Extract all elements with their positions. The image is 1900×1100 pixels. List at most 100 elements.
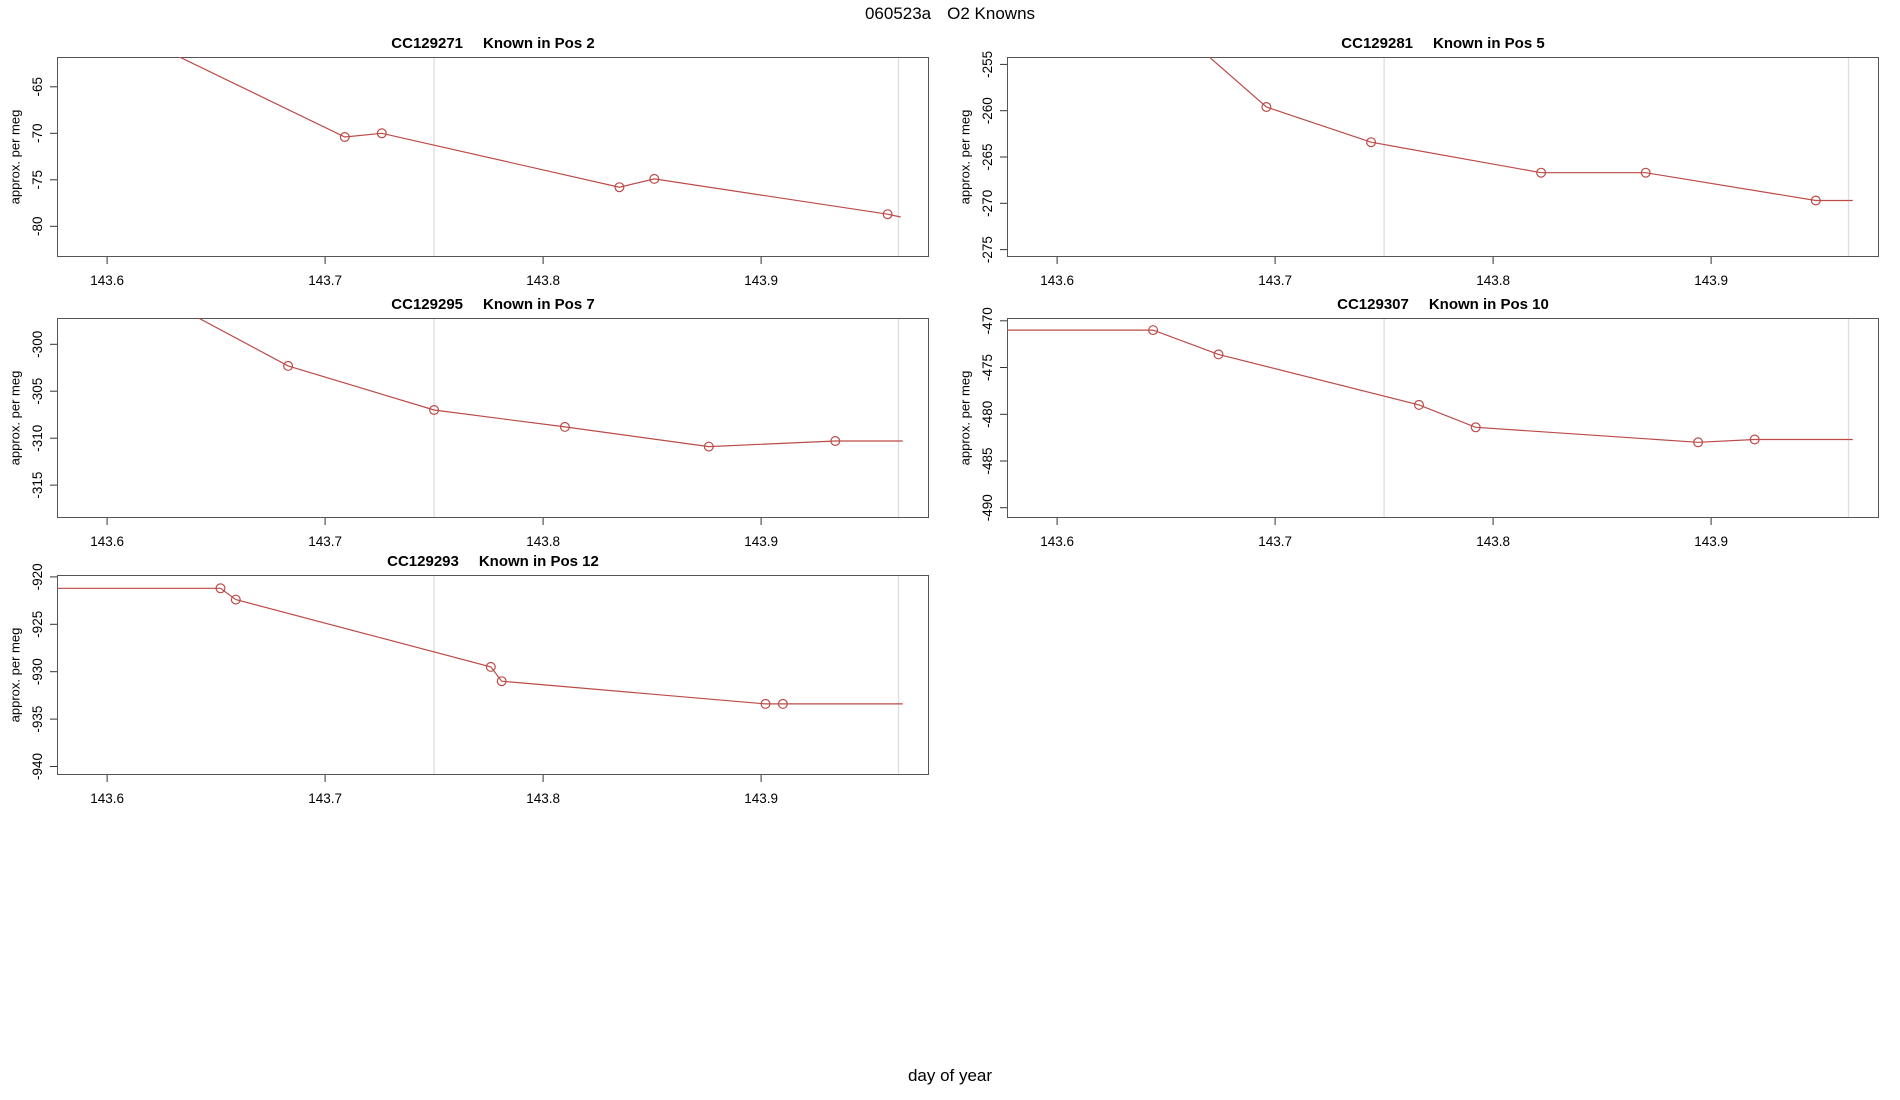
data-point	[1640, 167, 1651, 178]
data-point	[830, 436, 841, 447]
x-axis: 143.6 143.7 143.8 143.9	[1040, 518, 1728, 549]
y-axis-label: approx. per meg	[957, 370, 973, 466]
y-axis: -920 -925 -930 -935 -940	[30, 563, 57, 780]
svg-text:-255: -255	[980, 51, 995, 78]
svg-text:-305: -305	[30, 378, 45, 405]
y-axis: -65 -70 -75 -80	[30, 77, 57, 236]
data-point	[283, 360, 294, 371]
chart-panel-pos10: 143.6 143.7 143.8 143.9 -470 -475 -480 -485 -490…	[950, 288, 1900, 556]
svg-text:143.8: 143.8	[526, 273, 560, 288]
data-point	[1810, 195, 1821, 206]
plot-box	[57, 318, 929, 518]
plot-svg-pos2: 143.6 143.7 143.8 143.9 -65 -70 -75 -80	[30, 57, 929, 288]
data-point	[1470, 422, 1481, 433]
svg-text:143.9: 143.9	[1694, 273, 1728, 288]
svg-text:143.6: 143.6	[90, 791, 124, 806]
chart-id: CC129295	[391, 296, 464, 313]
svg-text:143.8: 143.8	[526, 791, 560, 806]
y-axis-label: approx. per meg	[957, 109, 973, 205]
svg-text:-925: -925	[30, 611, 45, 638]
data-point	[1148, 325, 1159, 336]
plot-svg-pos5: 143.6 143.7 143.8 143.9 -255 -260 -265 -270 -275	[980, 51, 1879, 288]
svg-text:143.7: 143.7	[1258, 273, 1292, 288]
svg-text:-315: -315	[30, 472, 45, 499]
svg-text:143.9: 143.9	[744, 273, 778, 288]
plot-box	[1007, 57, 1879, 257]
chart-panel-pos12: 143.6 143.7 143.8 143.9 -920 -925 -930 -935 -940…	[0, 545, 950, 813]
data-point	[1261, 101, 1272, 112]
chart-title: CC129281 Known in Pos 5	[1007, 35, 1879, 52]
svg-text:-920: -920	[30, 563, 45, 590]
chart-id: CC129281	[1341, 35, 1414, 52]
data-series	[178, 57, 901, 220]
svg-text:-485: -485	[980, 447, 995, 474]
svg-text:143.9: 143.9	[744, 534, 778, 549]
svg-text:143.7: 143.7	[1258, 534, 1292, 549]
reference-lines	[1383, 319, 1850, 517]
plot-svg-pos7: 143.6 143.7 143.8 143.9 -300 -305 -310 -315	[30, 318, 929, 549]
data-point	[1213, 349, 1224, 360]
chart-label: Known in Pos 10	[1428, 296, 1549, 313]
data-series	[57, 583, 903, 709]
svg-text:-480: -480	[980, 401, 995, 428]
chart-title: CC129307 Known in Pos 10	[1007, 296, 1879, 313]
data-point	[485, 661, 496, 672]
reference-lines	[433, 319, 900, 517]
data-point	[1536, 167, 1547, 178]
plot-svg-pos10: 143.6 143.7 143.8 143.9 -470 -475 -480 -485 -490	[980, 307, 1879, 549]
chart-title: CC129293 Known in Pos 12	[57, 553, 929, 570]
data-point	[376, 128, 387, 139]
y-axis-label: approx. per meg	[7, 627, 23, 723]
data-point	[429, 404, 440, 415]
data-point	[559, 421, 570, 432]
reference-lines	[433, 576, 900, 774]
svg-text:143.6: 143.6	[1040, 273, 1074, 288]
chart-id: CC129271	[391, 35, 464, 52]
x-axis-label: day of year	[907, 1066, 993, 1085]
chart-panel-pos2: 143.6 143.7 143.8 143.9 -65 -70 -75 -80 CC12927…	[0, 27, 950, 295]
data-series	[1208, 57, 1853, 206]
svg-text:-275: -275	[980, 236, 995, 263]
page-title: 060523a O2 Knowns	[0, 4, 1900, 24]
plot-line	[1007, 329, 1853, 443]
x-axis: 143.6 143.7 143.8 143.9	[90, 518, 778, 549]
svg-text:-70: -70	[30, 124, 45, 144]
plot-line	[57, 587, 903, 705]
data-series	[197, 318, 903, 452]
svg-text:-470: -470	[980, 307, 995, 334]
data-point	[1414, 399, 1425, 410]
svg-text:143.8: 143.8	[526, 534, 560, 549]
plot-box	[57, 575, 929, 775]
svg-text:143.7: 143.7	[308, 791, 342, 806]
data-series	[1007, 325, 1853, 448]
svg-text:-475: -475	[980, 354, 995, 381]
plot-box	[57, 57, 929, 257]
svg-text:-80: -80	[30, 217, 45, 237]
svg-text:-260: -260	[980, 97, 995, 124]
svg-text:143.6: 143.6	[90, 273, 124, 288]
x-axis: 143.6 143.7 143.8 143.9	[90, 257, 778, 288]
svg-text:143.8: 143.8	[1476, 534, 1510, 549]
svg-text:-265: -265	[980, 143, 995, 170]
svg-text:-270: -270	[980, 190, 995, 217]
data-point	[649, 173, 660, 184]
reference-lines	[433, 58, 900, 256]
data-point	[1366, 137, 1377, 148]
plot-line	[1208, 57, 1853, 202]
plot-line	[197, 318, 903, 448]
svg-text:-940: -940	[30, 753, 45, 780]
chart-label: Known in Pos 2	[483, 35, 595, 52]
chart-panel-pos7: 143.6 143.7 143.8 143.9 -300 -305 -310 -315 CC1…	[0, 288, 950, 556]
data-point	[882, 209, 893, 220]
data-point	[760, 698, 771, 709]
data-point	[339, 131, 350, 142]
y-axis: -255 -260 -265 -270 -275	[980, 51, 1007, 263]
chart-label: Known in Pos 12	[478, 553, 599, 570]
chart-label: Known in Pos 5	[1433, 35, 1545, 52]
plot-line	[178, 57, 901, 218]
y-axis: -300 -305 -310 -315	[30, 331, 57, 499]
data-point	[614, 182, 625, 193]
svg-text:-310: -310	[30, 425, 45, 452]
data-point	[230, 594, 241, 605]
chart-title: CC129271 Known in Pos 2	[57, 35, 929, 52]
